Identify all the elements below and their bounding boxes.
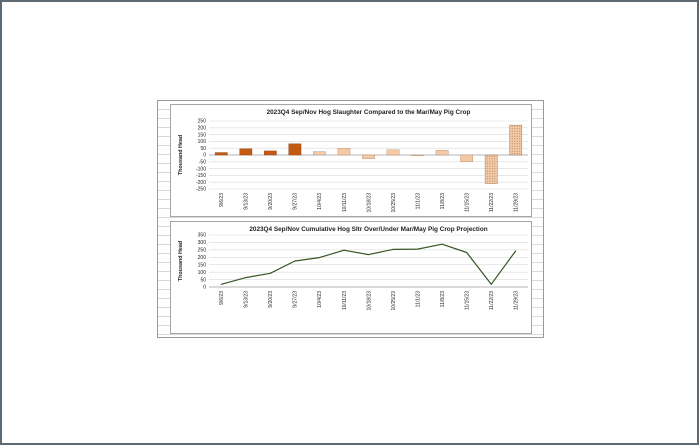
x-tick-label: 11/8/23 xyxy=(440,193,446,210)
series-line xyxy=(221,243,517,285)
chart-title: 2023Q4 Sep/Nov Hog Slaughter Compared to… xyxy=(267,109,471,116)
x-tick-label: 10/25/23 xyxy=(391,291,397,311)
data-point xyxy=(417,248,419,250)
x-tick-label: 9/20/23 xyxy=(268,291,274,308)
x-tick-label: 11/29/23 xyxy=(514,193,520,212)
y-tick-label: 0 xyxy=(203,285,206,291)
bar xyxy=(435,150,449,156)
bar xyxy=(386,149,400,156)
bar xyxy=(362,154,375,160)
data-point xyxy=(515,250,517,252)
x-tick-label: 9/27/23 xyxy=(293,291,299,308)
bar xyxy=(337,148,351,156)
x-tick-label: 10/4/23 xyxy=(317,291,323,308)
bar xyxy=(214,152,228,156)
y-tick-label: 200 xyxy=(198,255,207,261)
cumulative-line-chart: 2023Q4 Sep/Nov Cumulative Hog Sltr Over/… xyxy=(170,221,532,334)
y-tick-label: 0 xyxy=(203,153,206,159)
y-tick-label: 150 xyxy=(198,262,207,268)
x-tick-label: 11/1/23 xyxy=(415,291,421,308)
y-tick-label: 100 xyxy=(198,139,207,145)
data-point xyxy=(466,252,468,254)
spreadsheet-area: 2023Q4 Sep/Nov Hog Slaughter Compared to… xyxy=(157,100,544,338)
y-tick-label: 50 xyxy=(200,146,206,152)
x-tick-label: 10/11/23 xyxy=(342,291,348,310)
line-chart-svg: 2023Q4 Sep/Nov Cumulative Hog Sltr Over/… xyxy=(178,226,528,311)
x-tick-label: 9/6/23 xyxy=(219,193,225,207)
x-tick-label: 9/13/23 xyxy=(244,193,250,210)
bar xyxy=(264,150,277,156)
bar xyxy=(288,143,302,156)
x-tick-label: 10/18/23 xyxy=(366,291,372,311)
data-point xyxy=(245,277,247,279)
slaughter-bar-chart: 2023Q4 Sep/Nov Hog Slaughter Compared to… xyxy=(170,104,532,217)
data-point xyxy=(441,243,443,245)
x-tick-label: 9/13/23 xyxy=(244,291,250,308)
data-point xyxy=(269,272,271,274)
chart-title: 2023Q4 Sep/Nov Cumulative Hog Sltr Over/… xyxy=(249,226,487,233)
x-tick-label: 10/18/23 xyxy=(366,193,372,213)
y-tick-label: 250 xyxy=(198,119,207,125)
y-tick-label: 200 xyxy=(198,126,207,132)
y-tick-label: -50 xyxy=(199,160,206,166)
y-tick-label: -250 xyxy=(196,187,206,193)
bar xyxy=(411,154,424,157)
data-point xyxy=(392,248,394,250)
data-point xyxy=(343,249,345,251)
bar xyxy=(484,154,498,184)
data-point xyxy=(220,283,222,285)
x-tick-label: 11/29/23 xyxy=(514,291,520,310)
y-axis-label: Thousand Head xyxy=(178,241,184,281)
x-tick-label: 9/27/23 xyxy=(293,193,299,210)
y-tick-label: -150 xyxy=(196,173,206,179)
x-tick-label: 11/22/23 xyxy=(489,193,495,212)
x-tick-label: 9/6/23 xyxy=(219,291,225,305)
x-tick-label: 11/22/23 xyxy=(489,291,495,310)
data-point xyxy=(490,283,492,285)
bar xyxy=(509,124,523,156)
bar-chart-svg: 2023Q4 Sep/Nov Hog Slaughter Compared to… xyxy=(178,109,528,213)
data-point xyxy=(318,257,320,259)
y-tick-label: 350 xyxy=(198,233,207,239)
x-tick-label: 10/25/23 xyxy=(391,193,397,213)
y-tick-label: 150 xyxy=(198,132,207,138)
x-tick-label: 10/11/23 xyxy=(342,193,348,212)
y-tick-label: 50 xyxy=(200,277,206,283)
data-point xyxy=(368,254,369,256)
y-axis-label: Thousand Head xyxy=(178,135,184,175)
y-tick-label: 300 xyxy=(198,240,207,246)
x-tick-label: 11/8/23 xyxy=(440,291,446,308)
bar xyxy=(460,154,473,162)
x-tick-label: 11/15/23 xyxy=(464,291,470,310)
bar xyxy=(239,148,253,156)
x-tick-label: 11/1/23 xyxy=(415,193,421,210)
x-tick-label: 10/4/23 xyxy=(317,193,323,210)
x-tick-label: 11/15/23 xyxy=(464,193,470,212)
y-tick-label: 250 xyxy=(198,248,207,254)
bar xyxy=(313,151,326,156)
y-tick-label: -100 xyxy=(196,166,206,172)
data-point xyxy=(294,260,296,262)
x-tick-label: 9/20/23 xyxy=(268,193,274,210)
y-tick-label: -200 xyxy=(196,180,206,186)
y-tick-label: 100 xyxy=(198,270,207,276)
